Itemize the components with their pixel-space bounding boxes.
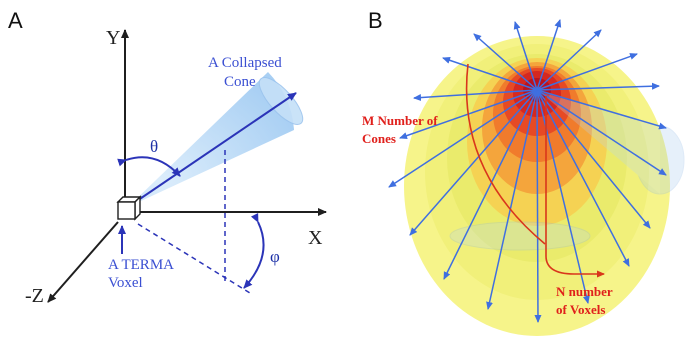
voxel-label-line1: A TERMA (108, 257, 174, 273)
projection-floor (137, 223, 251, 294)
ray-fan (388, 19, 667, 323)
panel-a: A θ φ Y X -Z A C (8, 8, 327, 307)
ray-arrow-17 (473, 33, 538, 91)
panel-b-letter: B (368, 8, 383, 33)
ray-arrow-9 (536, 89, 651, 229)
n-voxels-pointer (545, 96, 605, 278)
ray-arrow-13 (536, 53, 638, 91)
ray-arrow-16 (513, 21, 538, 91)
ray-arrow-11 (536, 89, 667, 130)
y-axis-label: Y (106, 27, 120, 49)
ray-arrow-4 (443, 89, 538, 280)
cone-label-line1: A Collapsed (208, 55, 282, 71)
ray-arrow-5 (486, 89, 538, 310)
theta-label: θ (150, 137, 158, 156)
ray-arrow-14 (536, 29, 602, 91)
voxel-label-line2: Voxel (108, 275, 143, 291)
ray-arrow-8 (536, 89, 630, 267)
ray-arrow-18 (442, 56, 538, 91)
z-axis (47, 221, 119, 303)
m-cones-arc (465, 63, 546, 245)
theta-arc (117, 156, 181, 177)
ray-arrow-6 (534, 89, 542, 323)
ray-arrow-10 (536, 89, 667, 176)
cone-label-line2: Cone (224, 74, 256, 90)
voxels-label-line2: of Voxels (556, 302, 605, 317)
voxels-label-line1: N number (556, 284, 613, 299)
ray-arrow-2 (388, 89, 538, 188)
panel-b: B M Number of Cones N number (362, 8, 685, 336)
panel-a-letter: A (8, 8, 23, 33)
ray-arrow-19 (413, 89, 538, 102)
ray-arrow-12 (536, 82, 660, 91)
cones-label-line1: M Number of (362, 113, 438, 128)
cone-direction-arrow (127, 92, 297, 208)
x-axis-label: X (308, 227, 323, 249)
cones-label-line2: Cones (362, 131, 396, 146)
ray-arrow-3 (409, 89, 538, 236)
phi-label: φ (270, 247, 280, 266)
ray-arrow-15 (536, 19, 562, 91)
terma-voxel-cube (116, 195, 142, 221)
z-axis-label: -Z (25, 285, 44, 307)
phi-arc (243, 213, 265, 289)
